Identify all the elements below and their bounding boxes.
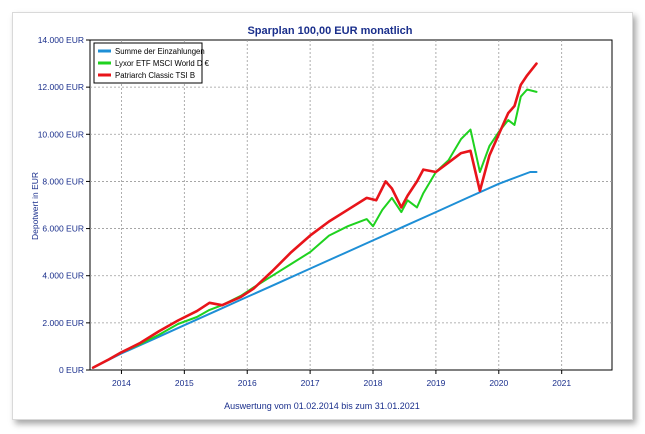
y-axis-label: Depotwert in EUR [30,172,40,240]
legend: Summe der Einzahlungen Lyxor ETF MSCI Wor… [93,42,210,84]
y-tick-label: 0 EUR [59,365,84,375]
y-tick-label: 14.000 EUR [38,35,84,45]
series-line-1 [92,171,538,369]
legend-label: Summe der Einzahlungen [115,47,205,56]
x-tick-label: 2020 [489,378,508,388]
y-tick-label: 4.000 EUR [42,271,84,281]
grid [89,39,613,371]
legend-label: Lyxor ETF MSCI World D € [115,59,210,68]
y-tick-label: 6.000 EUR [42,224,84,234]
legend-box [93,42,203,84]
x-tick-label: 2015 [175,378,194,388]
series-line-3 [91,62,538,369]
x-tick-label: 2018 [364,378,383,388]
plot-area [91,62,538,369]
plot-border [89,39,613,371]
x-tick-label: 2016 [238,378,257,388]
legend-label: Patriarch Classic TSI B [115,71,195,80]
x-tick-label: 2021 [552,378,571,388]
x-tick-label: 2019 [426,378,445,388]
y-tick-label: 8.000 EUR [42,176,84,186]
x-tick-label: 2017 [301,378,320,388]
series-line-2 [92,88,538,369]
y-tick-label: 12.000 EUR [38,82,84,92]
x-tick-label: 2014 [112,378,131,388]
chart-title: Sparplan 100,00 EUR monatlich [247,25,412,37]
y-tick-label: 2.000 EUR [42,318,84,328]
chart-footer: Auswertung vom 01.02.2014 bis zum 31.01.… [224,401,420,411]
y-tick-label: 10.000 EUR [38,129,84,139]
axis-ticks: 0 EUR 2.000 EUR 4.000 EUR 6.000 EUR 8.000 EU… [38,35,572,388]
